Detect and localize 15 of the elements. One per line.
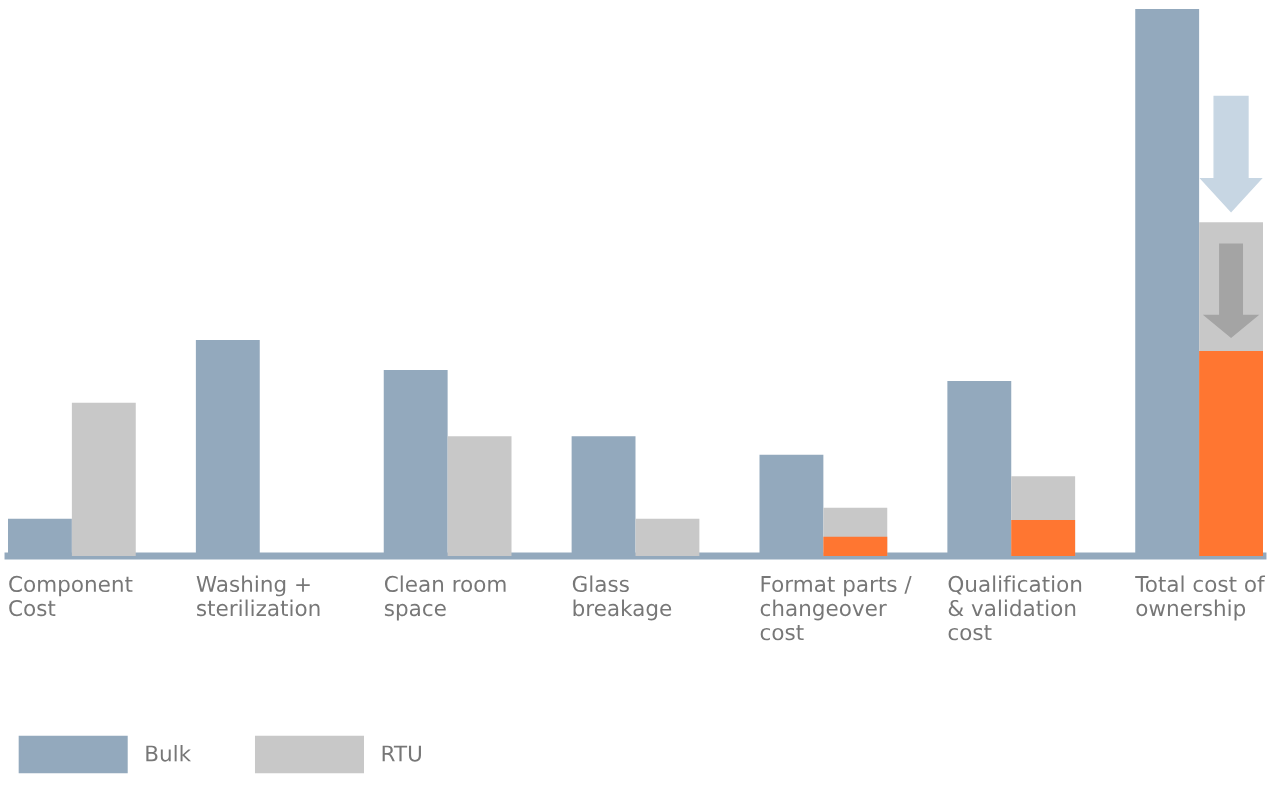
- bar: [635, 518, 700, 556]
- legend-label: Bulk: [146, 744, 192, 762]
- bar: [1199, 350, 1263, 556]
- x-tick-label: Total cost of ownership: [1135, 575, 1266, 621]
- x-tick-label: Clean room space: [384, 575, 506, 621]
- bar: [447, 436, 512, 556]
- x-tick-label: Format parts / changeover cost: [760, 576, 912, 641]
- bar: [823, 536, 888, 556]
- x-tick-label: Component Cost: [9, 575, 133, 617]
- legend-label: RTU: [382, 745, 421, 762]
- bar: [1011, 519, 1076, 556]
- x-tick-label: Washing + sterilization: [196, 575, 320, 617]
- x-tick-label: Glass breakage: [572, 575, 672, 621]
- bar: [71, 402, 136, 556]
- x-tick-label: Qualification & validation cost: [948, 575, 1082, 641]
